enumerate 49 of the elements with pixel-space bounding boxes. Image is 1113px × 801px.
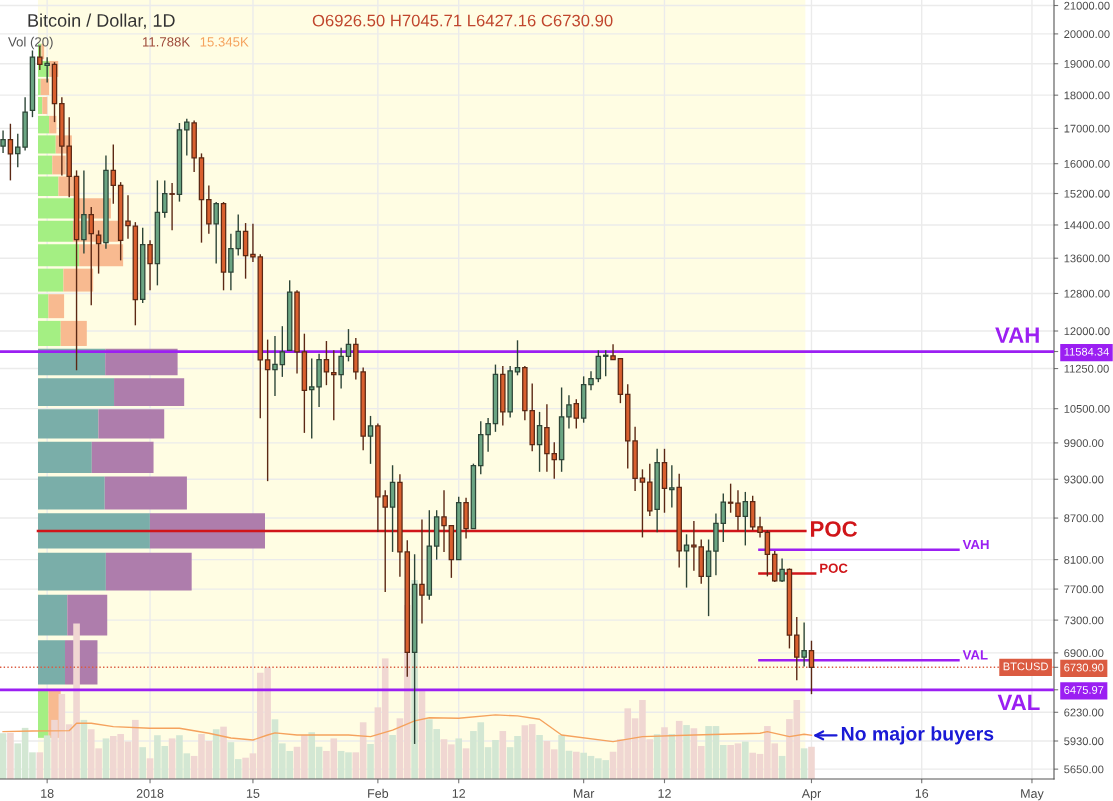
- y-tick-label: 6475.97: [1064, 686, 1104, 694]
- x-tick-label: May: [1021, 789, 1044, 801]
- y-tick-label: 12000.00: [1064, 327, 1110, 336]
- ref-line-label: VAH: [995, 327, 1039, 343]
- y-tick-label: 8700.00: [1064, 514, 1104, 523]
- y-tick-label: 11250.00: [1064, 364, 1109, 373]
- series-label: POC: [811, 521, 858, 537]
- y-tick-label: 16000.00: [1064, 159, 1110, 168]
- series-label: VAL: [962, 650, 988, 660]
- y-tick-label: 17000.00: [1064, 124, 1110, 133]
- x-tick-label: 12: [452, 789, 466, 798]
- x-tick-label: 12: [658, 789, 671, 798]
- y-tick-label: 15200.00: [1064, 189, 1110, 198]
- x-tick-label: 15: [246, 789, 260, 798]
- y-tick-label: 6900.00: [1064, 649, 1104, 658]
- chart-title: Vol (20): [8, 36, 53, 50]
- text: O6926.50 H7045.71 L6427.16 C6730.90: [312, 14, 613, 27]
- y-tick-label: 19000.00: [1064, 59, 1110, 68]
- x-tick-label: 18: [41, 789, 54, 798]
- y-tick-label: 14400.00: [1064, 221, 1110, 230]
- text: Bitcoin / Dollar, 1D: [28, 13, 175, 29]
- x-tick-label: 2018: [136, 789, 164, 798]
- y-tick-label: 5650.00: [1064, 765, 1104, 774]
- series-label: VAH: [962, 539, 989, 550]
- y-tick-label: 12800.00: [1064, 289, 1110, 298]
- y-tick-label: 7300.00: [1064, 616, 1104, 625]
- series-label: POC: [820, 563, 848, 573]
- y-tick-label: 10500.00: [1064, 404, 1110, 413]
- y-tick-label: 18000.00: [1064, 91, 1110, 100]
- annotation: No major buyers: [841, 726, 994, 745]
- x-tick-label: 16: [915, 789, 929, 798]
- y-tick-label: 7700.00: [1064, 585, 1104, 594]
- y-tick-label: 5930.00: [1064, 737, 1104, 746]
- x-tick-label: Apr: [801, 789, 821, 801]
- x-tick-label: Mar: [573, 789, 595, 798]
- y-tick-label: 6730.90: [1064, 663, 1104, 672]
- annotation: 15.345K: [200, 37, 249, 47]
- y-tick-label: 9900.00: [1064, 439, 1104, 448]
- x-tick-label: Feb: [368, 788, 389, 798]
- y-tick-label: 21000.00: [1064, 1, 1110, 10]
- ref-line-label: BTCUSD: [1003, 662, 1048, 671]
- annotation: 11.788K: [143, 37, 191, 47]
- y-tick-label: 20000.00: [1064, 30, 1110, 39]
- y-tick-label: 8100.00: [1064, 555, 1104, 564]
- y-tick-label: 11584.34: [1064, 347, 1109, 356]
- ref-line-label: VAL: [997, 694, 1040, 711]
- y-tick-label: 13600.00: [1064, 254, 1110, 263]
- y-tick-label: 6230.00: [1064, 708, 1104, 717]
- y-tick-label: 9300.00: [1064, 475, 1104, 484]
